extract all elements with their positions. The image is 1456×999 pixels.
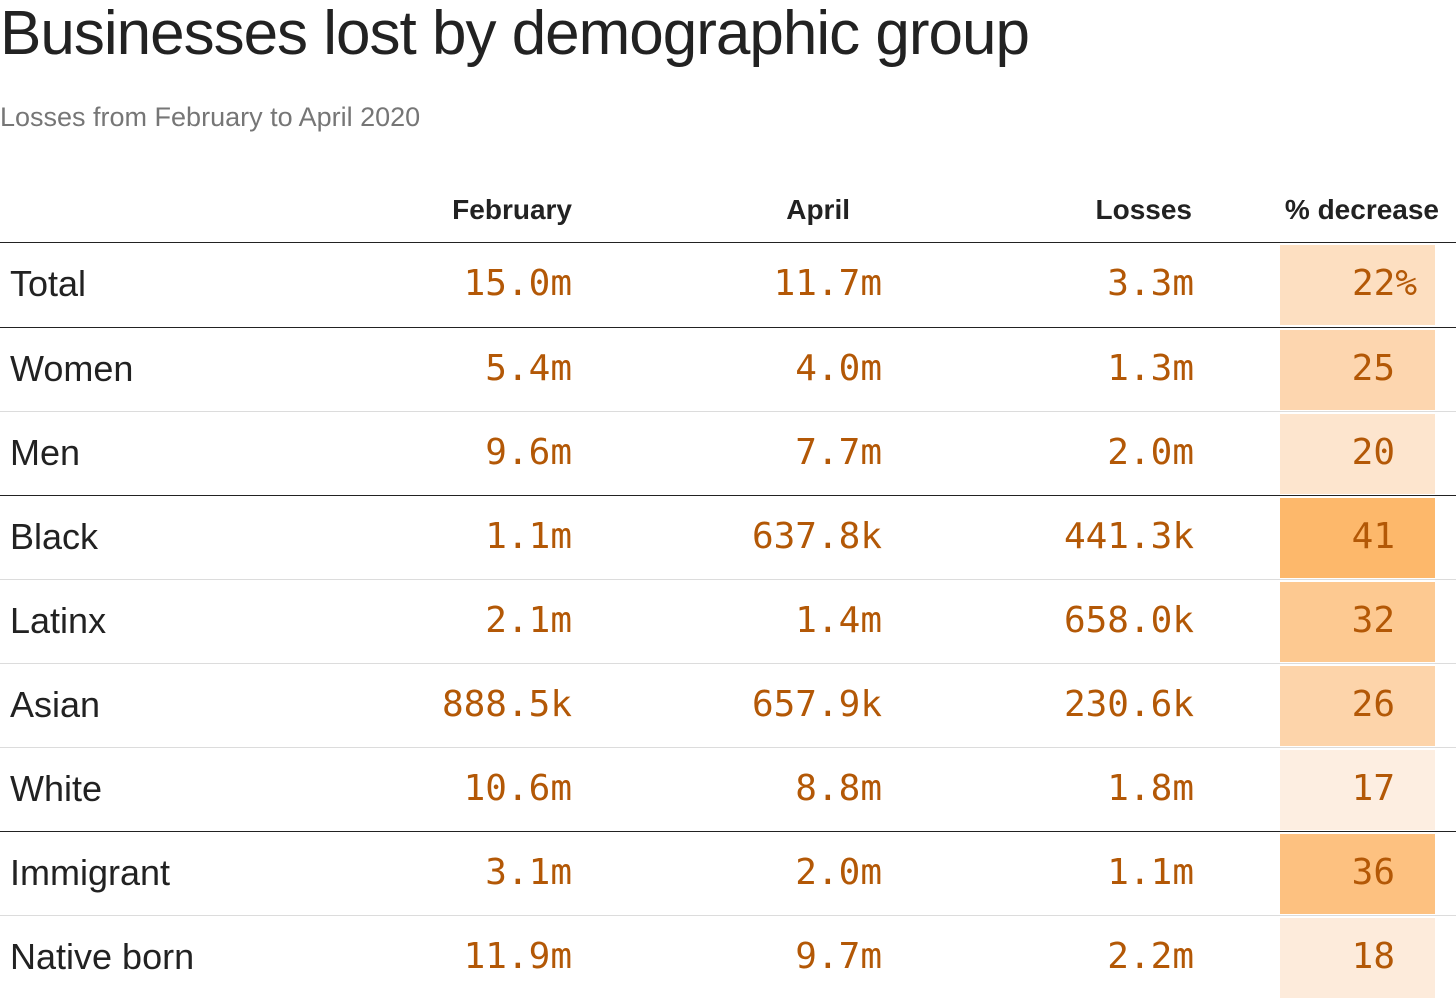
cell-april: 657.9k	[751, 684, 882, 725]
heat-cell: 18	[1280, 918, 1435, 998]
table-row: Asian 888.5k 657.9k 230.6k 26	[0, 663, 1456, 747]
cell-pct-decrease: 25	[1351, 348, 1395, 389]
cell-february: 888.5k	[441, 684, 572, 725]
row-label: Immigrant	[10, 852, 171, 893]
heat-cell: 20	[1280, 414, 1435, 494]
cell-losses: 2.2m	[1107, 936, 1194, 977]
column-header-losses: Losses	[1095, 194, 1193, 225]
heat-cell: 17	[1280, 750, 1435, 830]
row-label: Men	[10, 432, 81, 473]
table-header: February April Losses % decrease	[0, 184, 1456, 243]
table-body: Total 15.0m 11.7m 3.3m 22% Women 5.4m 4.0m 1.3m 2…	[0, 243, 1456, 999]
table-row: Men 9.6m 7.7m 2.0m 20	[0, 411, 1456, 495]
row-label: Latinx	[10, 600, 107, 641]
cell-april: 1.4m	[795, 600, 882, 641]
cell-april: 7.7m	[795, 432, 882, 473]
cell-april: 11.7m	[773, 263, 882, 304]
cell-february: 10.6m	[463, 768, 572, 809]
heat-cell: 32	[1280, 582, 1435, 662]
table-row: Total 15.0m 11.7m 3.3m 22%	[0, 243, 1456, 327]
cell-february: 11.9m	[463, 936, 572, 977]
heat-cell: 25	[1280, 330, 1435, 410]
cell-losses: 441.3k	[1063, 516, 1194, 557]
table-row: White 10.6m 8.8m 1.8m 17	[0, 747, 1456, 831]
data-table: February April Losses % decrease Total 15…	[0, 184, 1456, 999]
column-header-pct-decrease: % decrease	[1284, 194, 1439, 225]
table-row: Black 1.1m 637.8k 441.3k 41	[0, 495, 1456, 579]
cell-pct-decrease: 41	[1351, 516, 1395, 557]
cell-pct-decrease: 18	[1351, 936, 1395, 977]
cell-february: 9.6m	[485, 432, 572, 473]
row-label: White	[10, 768, 103, 809]
table-row: Latinx 2.1m 1.4m 658.0k 32	[0, 579, 1456, 663]
heat-cell: 36	[1280, 834, 1435, 914]
row-label: Asian	[10, 684, 101, 725]
cell-pct-decrease: 20	[1351, 432, 1395, 473]
row-label: Total	[10, 263, 87, 304]
cell-april: 2.0m	[795, 852, 882, 893]
cell-february: 1.1m	[485, 516, 572, 557]
column-header-april: April	[786, 194, 850, 225]
heat-cell: 22%	[1280, 245, 1435, 325]
cell-pct-decrease: 17	[1351, 768, 1395, 809]
cell-february: 15.0m	[463, 263, 572, 304]
chart-title: Businesses lost by demographic group	[0, 0, 1030, 68]
cell-pct-decrease: 22%	[1351, 263, 1417, 304]
cell-pct-decrease: 32	[1351, 600, 1395, 641]
cell-april: 637.8k	[751, 516, 882, 557]
cell-april: 4.0m	[795, 348, 882, 389]
cell-february: 5.4m	[485, 348, 572, 389]
cell-losses: 230.6k	[1063, 684, 1194, 725]
cell-april: 9.7m	[795, 936, 882, 977]
table-row: Women 5.4m 4.0m 1.3m 25	[0, 327, 1456, 411]
cell-pct-decrease: 26	[1351, 684, 1395, 725]
heat-cell: 41	[1280, 498, 1435, 578]
table-row: Native born 11.9m 9.7m 2.2m 18	[0, 915, 1456, 999]
cell-april: 8.8m	[795, 768, 882, 809]
row-label: Black	[10, 516, 99, 557]
cell-losses: 658.0k	[1063, 600, 1194, 641]
row-label: Native born	[10, 936, 195, 977]
cell-losses: 1.3m	[1107, 348, 1194, 389]
column-header-february: February	[452, 194, 572, 225]
cell-pct-decrease: 36	[1351, 852, 1395, 893]
heat-cell: 26	[1280, 666, 1435, 746]
cell-losses: 1.8m	[1107, 768, 1194, 809]
cell-losses: 1.1m	[1107, 852, 1194, 893]
row-label: Women	[10, 348, 134, 389]
cell-losses: 2.0m	[1107, 432, 1194, 473]
table-row: Immigrant 3.1m 2.0m 1.1m 36	[0, 831, 1456, 915]
cell-february: 3.1m	[485, 852, 572, 893]
chart-subtitle: Losses from February to April 2020	[0, 102, 421, 132]
cell-february: 2.1m	[485, 600, 572, 641]
cell-losses: 3.3m	[1107, 263, 1194, 304]
